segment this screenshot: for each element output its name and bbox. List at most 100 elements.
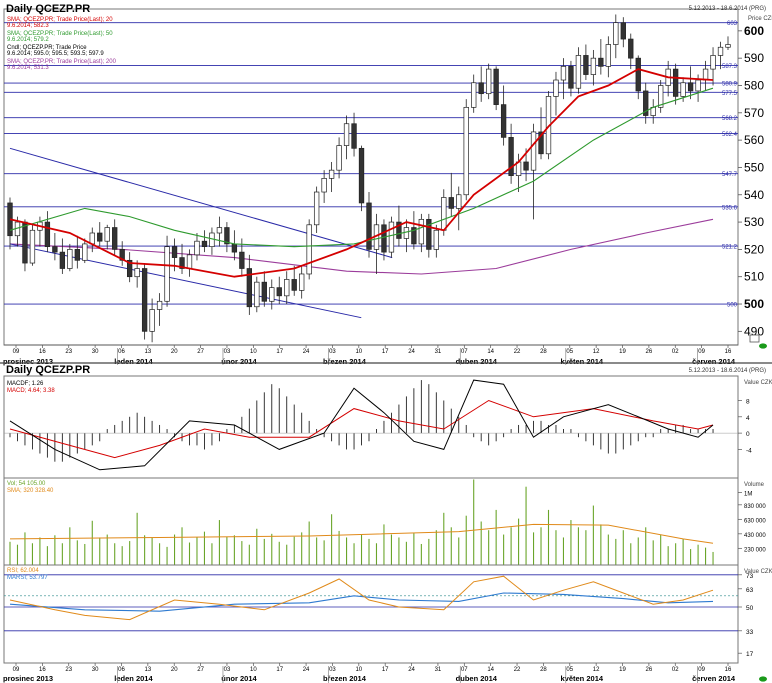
y-tick-label: 530 — [744, 215, 764, 229]
candle-body — [119, 249, 125, 261]
status-indicator-icon[interactable] — [759, 343, 767, 349]
legend-value: 9.6.2014; 579.2 — [7, 37, 49, 43]
x-tick-label: 19 — [619, 667, 626, 673]
candle-body — [605, 44, 612, 67]
x-month-label: leden 2014 — [114, 357, 153, 366]
candle-body — [710, 55, 716, 70]
candle-body — [276, 287, 282, 297]
sma200-line — [9, 218, 714, 275]
candle-body — [635, 57, 641, 92]
candle-body — [433, 229, 439, 250]
candle-body — [358, 147, 365, 204]
candle-body — [388, 221, 395, 253]
status-indicator-icon[interactable] — [759, 676, 767, 682]
macd-title: Daily QCEZP.PR — [6, 364, 90, 376]
x-tick-label: 31 — [435, 667, 442, 673]
legend-value: 9.6.2014; 595.0; 595.5; 593.5; 597.9 — [7, 51, 104, 57]
candle-body — [231, 243, 238, 253]
candle-body — [126, 259, 133, 278]
x-tick-label: 05 — [566, 667, 573, 673]
rsi-panel-frame — [3, 564, 739, 664]
candle-body — [104, 227, 110, 242]
x-tick-label: 17 — [382, 349, 389, 355]
rsi-line — [9, 575, 714, 621]
candle-body — [441, 197, 447, 231]
candle-body — [523, 161, 529, 171]
horizontal-level-label: 547.7 — [722, 172, 738, 178]
candle-body — [216, 227, 223, 234]
candle-body — [156, 300, 163, 310]
y-tick-label: 63 — [746, 587, 754, 594]
x-tick-label: 26 — [646, 349, 653, 355]
y-tick-label: 630 000 — [744, 518, 766, 524]
x-tick-label: 14 — [487, 349, 494, 355]
horizontal-level-label: 577.5 — [722, 91, 738, 97]
candle-body — [628, 38, 634, 59]
x-tick-label: 07 — [461, 667, 468, 673]
y-tick-label: 500 — [744, 297, 764, 311]
x-tick-label: 07 — [461, 349, 468, 355]
candle-body — [530, 131, 537, 171]
candle-body — [179, 257, 185, 269]
x-tick-label: 13 — [145, 349, 152, 355]
candle-body — [508, 137, 514, 176]
x-tick-label: 26 — [646, 667, 653, 673]
legend-label: RSI; 62.004 — [7, 568, 39, 574]
horizontal-level-label: 562.4 — [722, 132, 738, 138]
candle-body — [224, 227, 230, 245]
volume-sma-line — [9, 523, 714, 544]
candle-body — [658, 85, 664, 108]
candle-body — [141, 268, 148, 332]
x-tick-label: 27 — [197, 667, 204, 673]
horizontal-level-label: 587.3 — [722, 64, 738, 70]
y-tick-label: 73 — [746, 573, 754, 580]
legend-label: SMA; 320 328.40 — [7, 488, 54, 494]
y-tick-label: 580 — [744, 78, 764, 92]
candle-body — [97, 232, 103, 242]
sma50-line — [9, 87, 714, 248]
y-tick-label: 430 000 — [744, 533, 766, 539]
candle-body — [209, 232, 215, 248]
candle-body — [59, 251, 66, 269]
candle-body — [284, 279, 290, 297]
legend-label: Cndl; QCEZP.PR; Trade Price — [7, 45, 87, 51]
x-tick-label: 06 — [118, 667, 125, 673]
x-tick-label: 06 — [118, 349, 125, 355]
x-tick-label: 09 — [13, 667, 20, 673]
candle-body — [426, 218, 432, 250]
y-tick-label: 50 — [746, 605, 754, 612]
candle-body — [687, 82, 694, 92]
y-tick-label: 1M — [744, 492, 752, 498]
x-tick-label: 16 — [39, 667, 46, 673]
x-month-label: únor 2014 — [221, 357, 257, 366]
candle-body — [299, 273, 305, 291]
x-tick-label: 31 — [435, 349, 442, 355]
expand-button[interactable] — [749, 334, 760, 343]
x-tick-label: 20 — [171, 349, 178, 355]
legend-value: 9.6.2014; 582.3 — [7, 23, 49, 29]
candle-body — [613, 22, 619, 45]
legend-label: SMA; QCEZP.PR; Trade Price(Last); 20 — [7, 17, 113, 23]
y-tick-label: 830 000 — [744, 504, 766, 510]
volume-axis-unit: Volume — [744, 482, 765, 488]
x-tick-label: 23 — [65, 349, 72, 355]
candle-body — [29, 229, 36, 264]
candle-body — [22, 221, 28, 264]
y-tick-label: 570 — [744, 106, 764, 120]
x-tick-label: 28 — [540, 349, 547, 355]
x-tick-label: 10 — [250, 667, 257, 673]
macd-panel-frame — [3, 375, 739, 479]
candle-body — [291, 279, 297, 291]
candle-body — [643, 90, 649, 116]
horizontal-level-label: 500 — [727, 303, 738, 309]
x-tick-label: 10 — [355, 667, 362, 673]
x-month-label: duben 2014 — [456, 357, 498, 366]
x-tick-label: 14 — [487, 667, 494, 673]
horizontal-level-label: 603 — [727, 21, 738, 27]
x-tick-label: 03 — [224, 667, 231, 673]
x-tick-label: 12 — [593, 667, 600, 673]
x-tick-label: 10 — [250, 349, 257, 355]
candle-body — [194, 240, 200, 256]
candle-body — [568, 66, 574, 89]
candle-body — [471, 82, 477, 108]
